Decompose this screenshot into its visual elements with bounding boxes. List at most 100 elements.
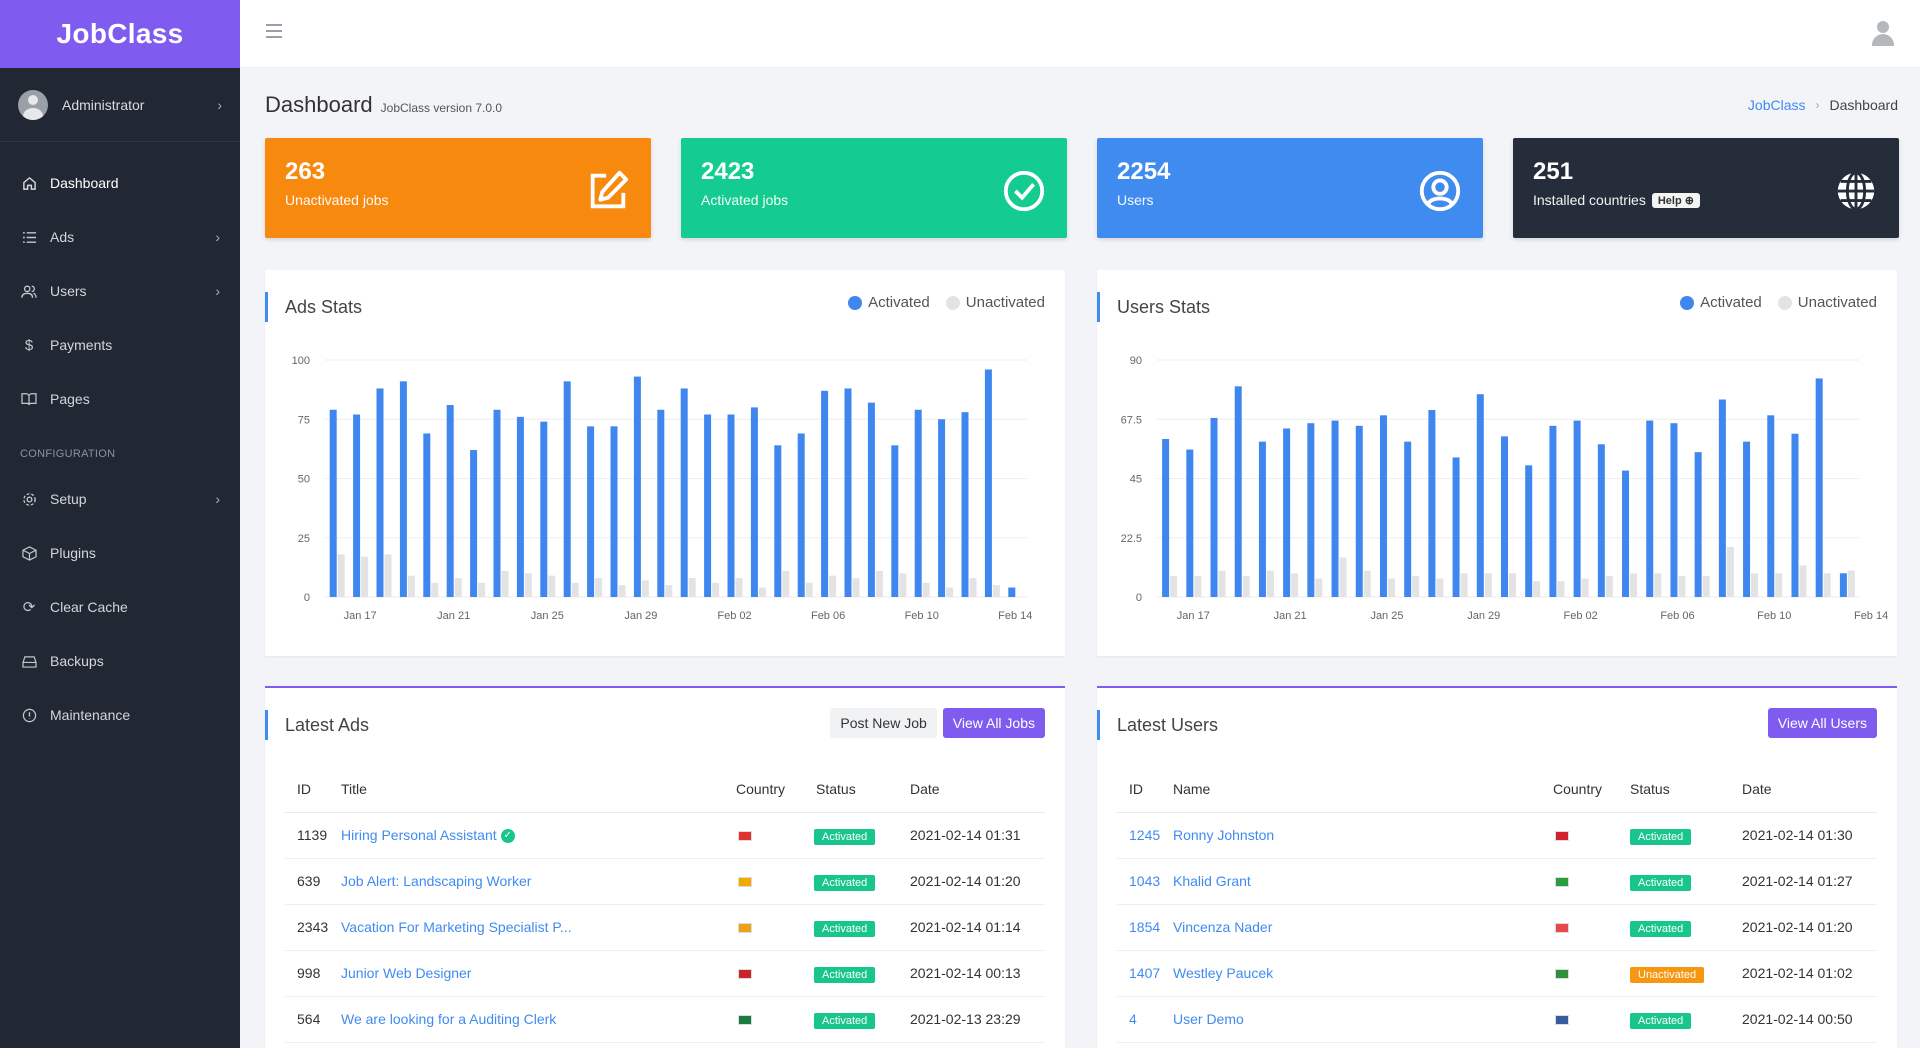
bar-activated[interactable] — [1379, 415, 1387, 597]
bar-unactivated[interactable] — [1847, 570, 1855, 597]
stat-card-users[interactable]: 2254 Users — [1097, 138, 1483, 238]
bar-activated[interactable] — [1549, 425, 1557, 597]
bar-unactivated[interactable] — [1339, 557, 1347, 598]
bar-unactivated[interactable] — [992, 585, 1000, 597]
bar-activated[interactable] — [1307, 423, 1315, 597]
user-avatar-icon[interactable] — [1870, 20, 1896, 46]
legend-unactivated[interactable]: Unactivated — [945, 294, 1045, 311]
sidebar-user[interactable]: Administrator › — [0, 68, 240, 142]
bar-unactivated[interactable] — [337, 554, 345, 597]
bar-unactivated[interactable] — [1557, 581, 1565, 597]
bar-activated[interactable] — [1428, 410, 1436, 597]
breadcrumb-home-link[interactable]: JobClass — [1747, 97, 1806, 113]
bar-activated[interactable] — [423, 433, 431, 597]
bar-unactivated[interactable] — [454, 578, 462, 597]
bar-unactivated[interactable] — [501, 570, 509, 597]
bar-unactivated[interactable] — [1678, 575, 1686, 597]
sidebar-item-setup[interactable]: Setup › — [0, 472, 240, 526]
menu-toggle-icon[interactable] — [266, 24, 282, 38]
bar-unactivated[interactable] — [1775, 573, 1783, 597]
id-link[interactable]: 1407 — [1129, 965, 1161, 981]
ad-title-link[interactable]: Job Alert: Landscaping Worker — [341, 873, 532, 889]
bar-unactivated[interactable] — [1702, 575, 1710, 597]
bar-unactivated[interactable] — [407, 575, 415, 597]
stat-card-installed-countries[interactable]: 251 Installed countries Help ⊕ — [1513, 138, 1899, 238]
bar-unactivated[interactable] — [431, 582, 439, 597]
bar-activated[interactable] — [1501, 436, 1508, 597]
bar-activated[interactable] — [399, 381, 407, 597]
bar-unactivated[interactable] — [969, 578, 977, 597]
bar-activated[interactable] — [1791, 433, 1799, 597]
bar-activated[interactable] — [657, 409, 665, 597]
sidebar-item-pages[interactable]: Pages — [0, 372, 240, 426]
bar-unactivated[interactable] — [548, 575, 556, 597]
bar-unactivated[interactable] — [1581, 578, 1589, 597]
sidebar-item-backups[interactable]: Backups — [0, 634, 240, 688]
bar-unactivated[interactable] — [618, 585, 626, 597]
bar-activated[interactable] — [844, 388, 852, 597]
bar-activated[interactable] — [353, 414, 361, 597]
bar-activated[interactable] — [1622, 470, 1630, 597]
sidebar-item-plugins[interactable]: Plugins — [0, 526, 240, 580]
bar-unactivated[interactable] — [1194, 575, 1202, 597]
bar-unactivated[interactable] — [899, 573, 907, 597]
bar-activated[interactable] — [470, 450, 478, 597]
user-name-link[interactable]: Westley Paucek — [1173, 965, 1274, 981]
bar-activated[interactable] — [750, 407, 758, 597]
table-row[interactable]: 564 We are looking for a Auditing Clerk Ac… — [285, 996, 1045, 1043]
id-link[interactable]: 4 — [1129, 1011, 1137, 1027]
bar-unactivated[interactable] — [641, 580, 649, 597]
bar-activated[interactable] — [891, 445, 899, 597]
bar-activated[interactable] — [914, 409, 922, 597]
stat-card-unactivated-jobs[interactable]: 263 Unactivated jobs — [265, 138, 651, 238]
table-row[interactable]: 639 Job Alert: Landscaping Worker Activate… — [285, 858, 1045, 905]
bar-activated[interactable] — [516, 416, 524, 597]
table-row[interactable]: 1245 Ronny Johnston Activated 2021-02-14 01… — [1117, 812, 1877, 859]
bar-unactivated[interactable] — [1266, 570, 1274, 597]
bar-activated[interactable] — [727, 414, 735, 597]
bar-unactivated[interactable] — [1363, 570, 1371, 597]
bar-activated[interactable] — [774, 445, 782, 597]
bar-unactivated[interactable] — [1751, 573, 1759, 597]
bar-activated[interactable] — [1525, 465, 1533, 597]
bar-activated[interactable] — [1694, 452, 1702, 597]
view-all-jobs-button[interactable]: View All Jobs — [942, 708, 1045, 738]
bar-activated[interactable] — [1815, 378, 1823, 597]
bar-activated[interactable] — [1476, 394, 1484, 597]
bar-activated[interactable] — [540, 421, 548, 597]
bar-unactivated[interactable] — [1315, 578, 1323, 597]
bar-unactivated[interactable] — [1509, 573, 1516, 597]
bar-unactivated[interactable] — [688, 578, 696, 597]
sidebar-item-ads[interactable]: Ads › — [0, 210, 240, 264]
table-row[interactable]: 1854 Vincenza Nader Activated 2021-02-14 01… — [1117, 904, 1877, 951]
bar-unactivated[interactable] — [1436, 578, 1444, 597]
bar-activated[interactable] — [797, 433, 805, 597]
bar-activated[interactable] — [1210, 417, 1218, 597]
bar-unactivated[interactable] — [1242, 575, 1250, 597]
bar-activated[interactable] — [633, 376, 641, 597]
bar-activated[interactable] — [493, 409, 501, 597]
bar-activated[interactable] — [680, 388, 688, 597]
bar-activated[interactable] — [1258, 441, 1266, 597]
bar-activated[interactable] — [1234, 386, 1242, 597]
user-name-link[interactable]: Khalid Grant — [1173, 873, 1251, 889]
bar-activated[interactable] — [1646, 420, 1654, 597]
bar-unactivated[interactable] — [1654, 573, 1662, 597]
bar-activated[interactable] — [1839, 573, 1847, 597]
bar-activated[interactable] — [376, 388, 384, 597]
table-row[interactable]: 1139 Hiring Personal Assistant ✓ Activated 2… — [285, 812, 1045, 859]
ad-title-link[interactable]: Hiring Personal Assistant — [341, 826, 497, 843]
bar-activated[interactable] — [446, 405, 454, 597]
bar-unactivated[interactable] — [1387, 578, 1395, 597]
bar-unactivated[interactable] — [1630, 573, 1638, 597]
bar-activated[interactable] — [984, 369, 992, 597]
bar-activated[interactable] — [1718, 399, 1726, 598]
bar-activated[interactable] — [1331, 420, 1339, 597]
bar-activated[interactable] — [1355, 425, 1363, 597]
bar-unactivated[interactable] — [782, 570, 790, 597]
bar-activated[interactable] — [1597, 444, 1605, 597]
id-link[interactable]: 1854 — [1129, 919, 1161, 935]
bar-unactivated[interactable] — [1170, 575, 1178, 597]
bar-activated[interactable] — [1452, 457, 1460, 597]
bar-activated[interactable] — [1670, 423, 1678, 597]
